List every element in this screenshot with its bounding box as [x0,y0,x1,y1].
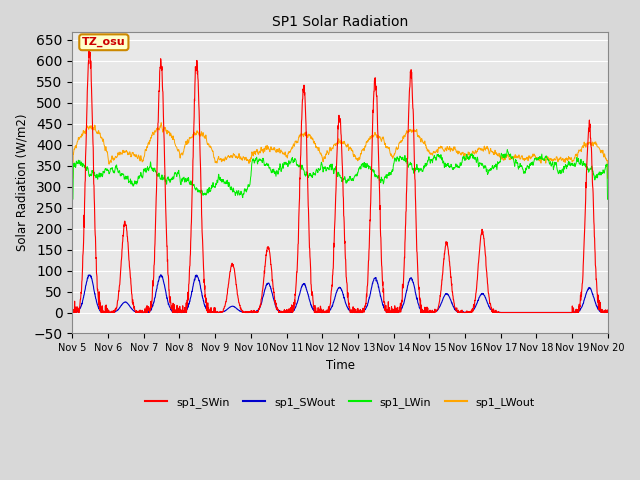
Y-axis label: Solar Radiation (W/m2): Solar Radiation (W/m2) [15,114,28,251]
sp1_SWin [68,308,76,313]
sp1_SWin [85,48,93,54]
sp1_SWout [218,309,226,315]
sp1_SWin [367,171,375,177]
sp1_SWout [356,310,364,315]
sp1_LWin [68,196,76,202]
sp1_LWin [604,196,612,202]
X-axis label: Time: Time [326,359,355,372]
sp1_SWin [496,310,504,315]
Line: sp1_SWout: sp1_SWout [72,275,608,312]
sp1_SWout [557,310,564,315]
sp1_LWout [496,154,504,160]
sp1_SWin [218,309,226,315]
Title: SP1 Solar Radiation: SP1 Solar Radiation [272,15,408,29]
sp1_LWin [504,147,511,153]
sp1_LWin [355,165,363,170]
sp1_SWout [367,287,375,292]
Line: sp1_LWout: sp1_LWout [72,123,608,178]
sp1_LWin [218,179,225,185]
sp1_LWin [557,169,564,175]
sp1_SWout [604,309,612,315]
sp1_SWin [356,310,364,315]
sp1_SWin [557,310,564,315]
sp1_LWout [157,120,165,126]
sp1_SWin [604,310,612,315]
sp1_LWout [604,175,612,181]
sp1_LWout [68,175,76,181]
sp1_SWout [68,310,76,315]
sp1_LWout [218,158,226,164]
sp1_LWout [367,134,375,140]
sp1_LWin [572,162,579,168]
sp1_LWout [572,151,579,157]
sp1_SWin [572,309,580,315]
sp1_SWout [157,272,164,277]
Line: sp1_LWin: sp1_LWin [72,150,608,199]
sp1_LWin [495,159,503,165]
sp1_LWout [356,156,364,162]
sp1_SWin [69,310,77,315]
sp1_SWout [572,310,579,315]
sp1_LWout [557,154,564,160]
Text: TZ_osu: TZ_osu [82,37,125,48]
Line: sp1_SWin: sp1_SWin [72,51,608,312]
sp1_SWout [496,309,504,315]
sp1_LWin [367,166,375,172]
Legend: sp1_SWin, sp1_SWout, sp1_LWin, sp1_LWout: sp1_SWin, sp1_SWout, sp1_LWin, sp1_LWout [141,393,540,412]
